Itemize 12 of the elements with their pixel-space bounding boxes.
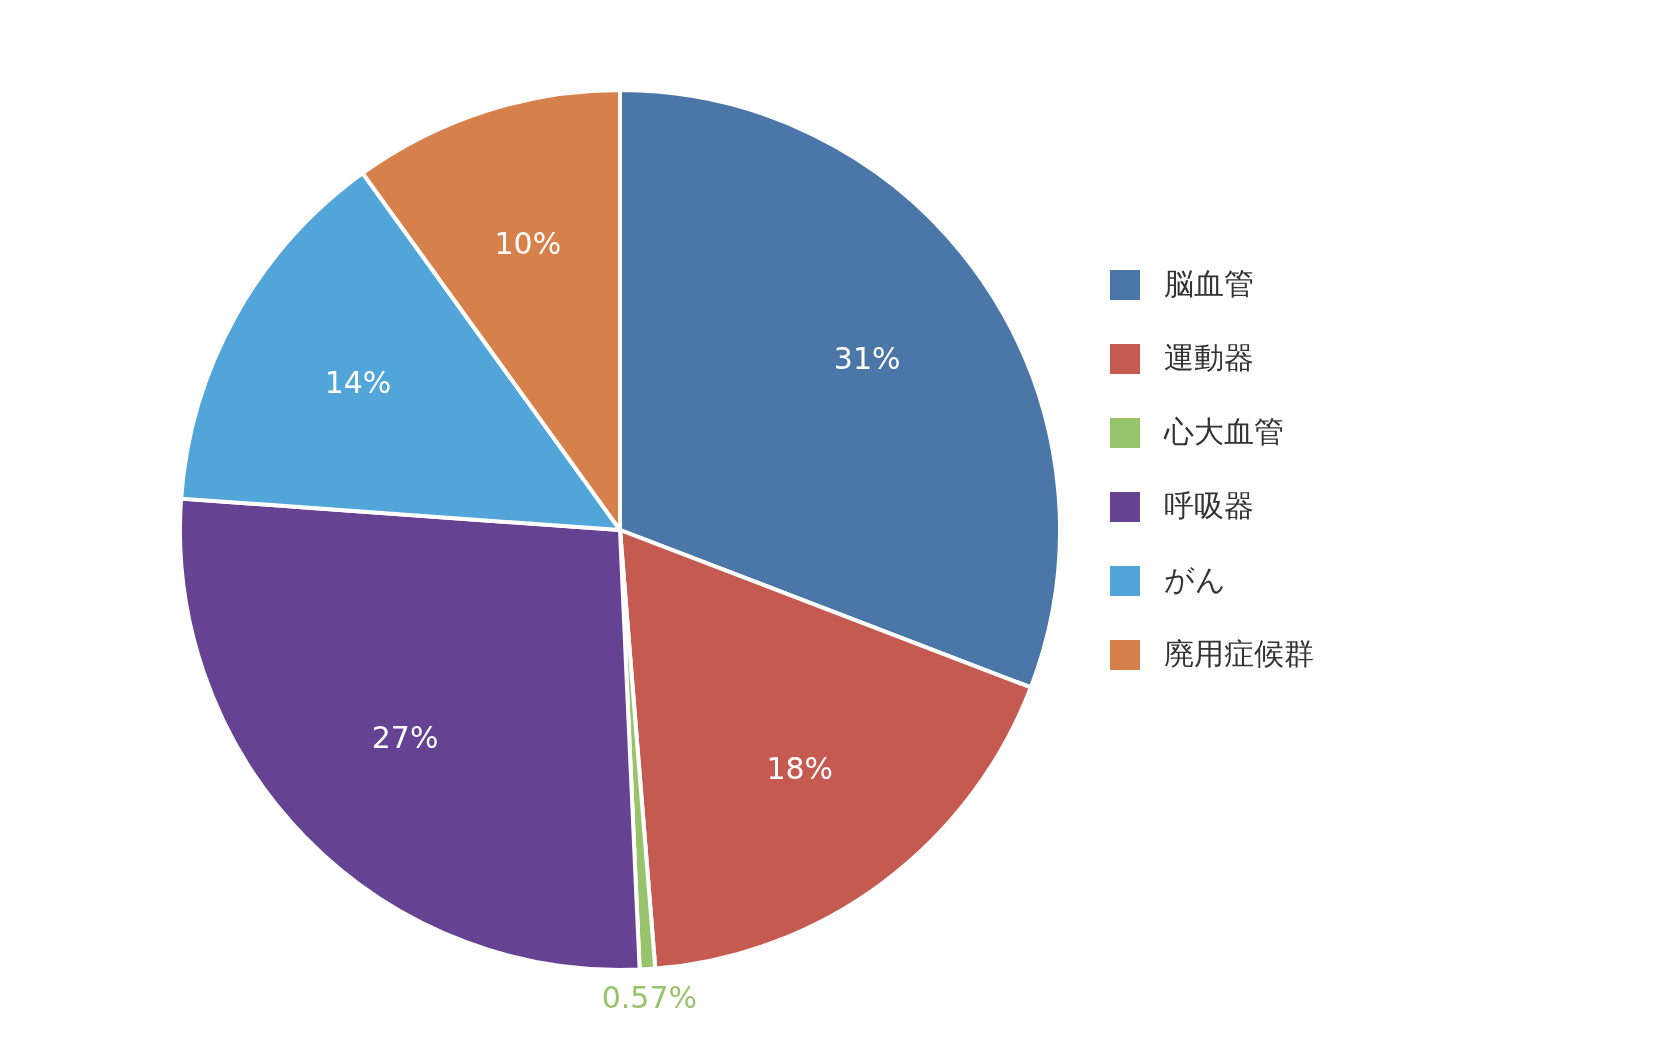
data-label: 18% bbox=[766, 751, 834, 787]
legend-label: がん bbox=[1164, 562, 1226, 597]
legend-label: 心大血管 bbox=[1163, 414, 1284, 449]
legend-label: 呼吸器 bbox=[1164, 488, 1254, 523]
legend-label: 運動器 bbox=[1164, 340, 1254, 375]
data-label: 10% bbox=[494, 225, 562, 261]
data-label: 14% bbox=[324, 364, 392, 400]
data-label: 0.57% bbox=[601, 980, 697, 1016]
legend-label: 廃用症候群 bbox=[1164, 636, 1314, 671]
data-label: 27% bbox=[371, 720, 439, 756]
legend-label: 脳血管 bbox=[1164, 266, 1254, 301]
data-label: 31% bbox=[833, 341, 901, 377]
